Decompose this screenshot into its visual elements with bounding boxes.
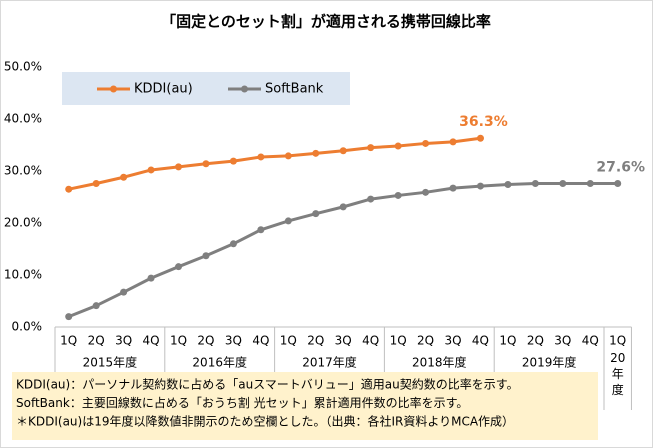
data-point [257,153,265,161]
group-label: 2016年度 [192,355,247,370]
y-tick-label: 20.0% [4,216,42,230]
legend-marker [110,85,117,93]
x-tick-label: 3Q [115,334,132,348]
x-tick-label: 4Q [143,334,160,348]
x-tick-label: 1Q [60,334,77,348]
group-label: 2015年度 [83,355,138,370]
data-point [202,160,210,168]
data-point [394,142,402,150]
data-point [559,179,567,187]
y-tick-label: 10.0% [4,268,42,282]
data-point [92,302,100,310]
note: SoftBank：主要回線数に占める「おうち割 光セット」累計適用件数の比率を示… [16,395,468,410]
data-label: 27.6% [596,159,645,175]
data-point [339,147,347,155]
data-point [257,226,265,234]
data-point [147,166,155,174]
legend-label: SoftBank [265,82,324,97]
x-tick-label: 1Q [609,334,626,348]
group-label: 2019年度 [522,355,577,370]
y-tick-label: 50.0% [4,60,42,74]
x-tick-label: 2Q [417,334,434,348]
group-label: 2018年度 [412,355,467,370]
data-point [284,152,292,160]
data-point [504,181,512,189]
y-tick-label: 30.0% [4,164,42,178]
data-label: 36.3% [459,114,508,130]
x-tick-label: 1Q [170,334,187,348]
data-point [422,188,430,196]
x-tick-label: 4Q [362,334,379,348]
series-line [68,136,481,191]
data-point [422,139,430,147]
x-tick-label: 2Q [88,334,105,348]
data-point [65,313,73,321]
data-point [284,217,292,225]
group-label: 2017年度 [302,355,357,370]
data-point [476,134,484,142]
data-point [175,263,183,271]
x-tick-label: 2Q [527,334,544,348]
x-tick-label: 3Q [554,334,571,348]
x-tick-label: 2Q [197,334,214,348]
data-point [65,185,73,193]
note: ＊KDDI(au)は19年度以降数値非開示のため空欄とした。（出典：各社IR資料… [16,414,514,429]
data-point [229,157,237,165]
data-point [394,191,402,199]
data-point [614,179,622,187]
notes-box [12,372,598,440]
data-point [175,163,183,171]
data-point [367,195,375,203]
data-point [120,173,128,181]
note: KDDI(au)：パーソナル契約数に占める「auスマートバリュー」適用au契約数… [16,377,519,392]
x-tick-label: 1Q [390,334,407,348]
x-tick-label: 1Q [499,334,516,348]
legend-label: KDDI(au) [134,82,193,97]
x-tick-label: 4Q [472,334,489,348]
x-tick-label: 2Q [307,334,324,348]
x-tick-label: 3Q [335,334,352,348]
group-label: 20年度 [610,351,626,397]
data-point [120,288,128,296]
data-point [367,144,375,152]
data-point [476,182,484,190]
y-tick-label: 40.0% [4,112,42,126]
data-point [92,179,100,187]
data-point [147,274,155,282]
data-point [339,203,347,211]
data-point [229,240,237,248]
x-tick-label: 3Q [225,334,242,348]
data-point [449,138,457,146]
y-tick-label: 0.0% [12,320,43,334]
x-tick-label: 3Q [444,334,461,348]
x-tick-label: 1Q [280,334,297,348]
data-point [449,184,457,192]
legend-marker [241,85,248,93]
data-point [312,210,320,218]
chart-title: 「固定とのセット割」が適用される携帯回線比率 [161,13,491,31]
data-point [586,179,594,187]
data-point [312,149,320,157]
data-point [202,252,210,260]
x-tick-label: 4Q [252,334,269,348]
data-point [531,179,539,187]
x-tick-label: 4Q [582,334,599,348]
